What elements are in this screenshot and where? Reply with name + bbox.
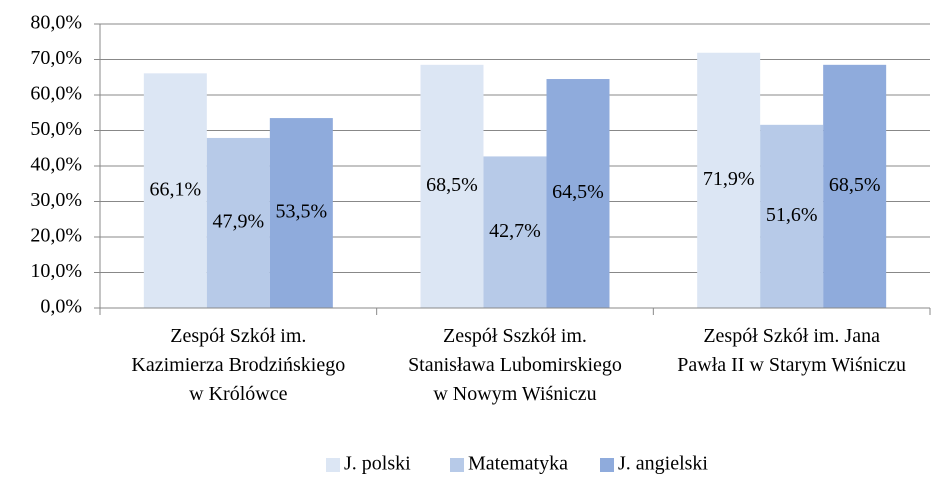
bar	[206, 137, 270, 308]
y-tick-label: 80,0%	[30, 12, 82, 34]
bar	[697, 52, 761, 308]
data-label: 71,9%	[703, 168, 755, 190]
data-label: 68,5%	[426, 174, 478, 196]
legend-label: Matematyka	[468, 453, 568, 475]
legend-label: J. polski	[344, 453, 411, 475]
y-tick-label: 50,0%	[30, 118, 82, 140]
bar	[483, 156, 547, 308]
data-label: 47,9%	[212, 211, 264, 233]
legend-swatch	[326, 458, 340, 472]
x-tick-label: Zespół Szkół im. Kazimierza Brodzińskieg…	[131, 325, 346, 405]
bar	[760, 124, 824, 308]
y-tick-label: 70,0%	[30, 47, 82, 69]
bar	[823, 64, 887, 308]
data-label: 51,6%	[766, 204, 818, 226]
y-tick-label: 10,0%	[30, 260, 82, 282]
legend-swatch	[600, 458, 614, 472]
bar	[269, 118, 333, 308]
bar	[546, 79, 610, 309]
legend-swatch	[450, 458, 464, 472]
data-label: 42,7%	[489, 220, 541, 242]
y-tick-label: 20,0%	[30, 225, 82, 247]
x-tick-label: Zespół Sszkół im. Stanisława Lubomirskie…	[408, 325, 622, 405]
y-tick-label: 40,0%	[30, 154, 82, 176]
data-label: 66,1%	[149, 178, 201, 200]
data-label: 53,5%	[275, 201, 327, 223]
legend-label: J. angielski	[618, 453, 708, 475]
x-tick-label: Zespół Szkół im. Jana Pawła II w Starym …	[677, 325, 907, 376]
bar	[143, 73, 207, 308]
y-tick-label: 30,0%	[30, 189, 82, 211]
y-tick-label: 60,0%	[30, 83, 82, 105]
bar	[420, 64, 484, 308]
data-label: 64,5%	[552, 181, 604, 203]
data-label: 68,5%	[829, 174, 881, 196]
y-tick-label: 0,0%	[40, 296, 82, 318]
